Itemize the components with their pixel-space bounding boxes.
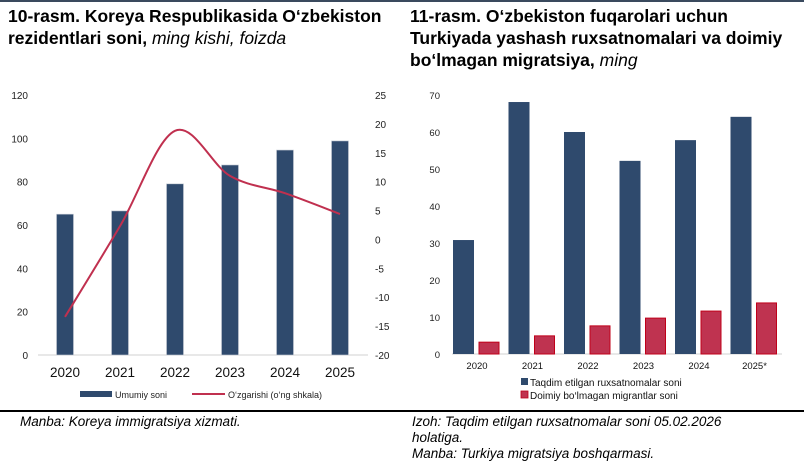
legend-swatch-doimiy (520, 390, 529, 399)
left-title-unit: ming kishi, foizda (151, 28, 287, 48)
bar-doimiy-bolmagan (534, 335, 555, 355)
legend-swatch-bar (80, 391, 112, 397)
right-y-tick: 25 (375, 91, 387, 102)
left-y-tick: 60 (17, 221, 29, 232)
y-tick: 50 (429, 165, 440, 176)
x-tick-label: 2022 (160, 365, 190, 380)
x-tick-label: 2024 (270, 365, 301, 380)
x-tick-label: 2022 (577, 361, 598, 372)
left-y-tick: 120 (11, 91, 28, 102)
y-tick: 60 (429, 128, 440, 139)
right-y-tick: 0 (375, 235, 381, 246)
bar-umumiy-soni (331, 140, 349, 356)
bar-umumiy-soni (111, 210, 129, 356)
right-y-tick: -10 (375, 293, 390, 304)
y-tick: 30 (429, 239, 440, 250)
x-tick-label: 2025 (325, 365, 355, 380)
bar-umumiy-soni (56, 213, 74, 356)
legend-label-doimiy: Doimiy bo‘lmagan migrantlar soni (530, 391, 678, 402)
x-tick-label: 2024 (688, 361, 709, 372)
right-y-tick: -15 (375, 322, 390, 333)
right-y-tick: -5 (375, 264, 384, 275)
footer-divider (0, 410, 804, 412)
legend-label-taqdim: Taqdim etilgan ruxsatnomalar soni (530, 378, 682, 389)
left-y-tick: 100 (11, 134, 28, 145)
right-title-unit: ming (599, 50, 638, 70)
bar-taqdim-etilgan (453, 240, 474, 354)
right-y-tick: 20 (375, 120, 387, 131)
bar-taqdim-etilgan (730, 116, 752, 354)
legend-label-line: O‘zgarishi (o‘ng shkala) (228, 390, 322, 400)
y-tick: 0 (435, 350, 440, 361)
bar-umumiy-soni (221, 164, 239, 356)
x-tick-label: 2021 (522, 361, 543, 372)
y-tick: 10 (429, 313, 440, 324)
right-note: Izoh: Taqdim etilgan ruxsatnomalar soni … (412, 414, 722, 445)
left-y-tick: 80 (17, 178, 29, 189)
bar-doimiy-bolmagan (756, 302, 777, 355)
bar-doimiy-bolmagan (478, 341, 500, 355)
bar-taqdim-etilgan (508, 102, 530, 354)
right-chart-title: 11-rasm. O‘zbekiston fuqarolari uchun Tu… (410, 5, 800, 71)
left-source: Manba: Koreya immigratsiya xizmati. (20, 414, 241, 429)
y-tick: 70 (429, 91, 440, 102)
right-y-tick: 5 (375, 207, 381, 218)
left-title-bold: 10-rasm. Koreya Respublikasida O‘zbekist… (8, 6, 382, 48)
bar-taqdim-etilgan (619, 160, 641, 354)
right-y-tick: 10 (375, 178, 387, 189)
left-y-tick: 20 (17, 308, 29, 319)
left-y-tick: 0 (22, 351, 28, 362)
top-border (0, 0, 804, 2)
bar-doimiy-bolmagan (589, 325, 611, 355)
y-tick: 40 (429, 202, 440, 213)
bar-taqdim-etilgan (564, 132, 585, 354)
right-title-bold: 11-rasm. O‘zbekiston fuqarolari uchun Tu… (410, 6, 783, 70)
x-tick-label: 2025* (742, 361, 767, 372)
right-y-tick: -20 (375, 351, 390, 362)
x-tick-label: 2023 (215, 365, 245, 380)
legend-label-bar: Umumiy soni (115, 390, 167, 400)
line-ozgarishi (64, 128, 341, 318)
bar-taqdim-etilgan (675, 140, 696, 354)
x-tick-label: 2021 (105, 365, 135, 380)
bar-doimiy-bolmagan (645, 317, 666, 355)
bar-umumiy-soni (166, 183, 184, 356)
x-tick-label: 2020 (466, 361, 487, 372)
y-tick: 20 (429, 276, 440, 287)
left-y-tick: 40 (17, 264, 29, 275)
x-tick-label: 2023 (633, 361, 654, 372)
left-chart-title: 10-rasm. Koreya Respublikasida O‘zbekist… (8, 5, 398, 49)
right-y-tick: 15 (375, 149, 387, 160)
right-source: Manba: Turkiya migratsiya boshqarmasi. (412, 446, 655, 461)
bar-doimiy-bolmagan (700, 310, 722, 355)
x-tick-label: 2020 (50, 365, 80, 380)
bar-umumiy-soni (276, 149, 294, 356)
legend-swatch-taqdim (521, 378, 528, 385)
